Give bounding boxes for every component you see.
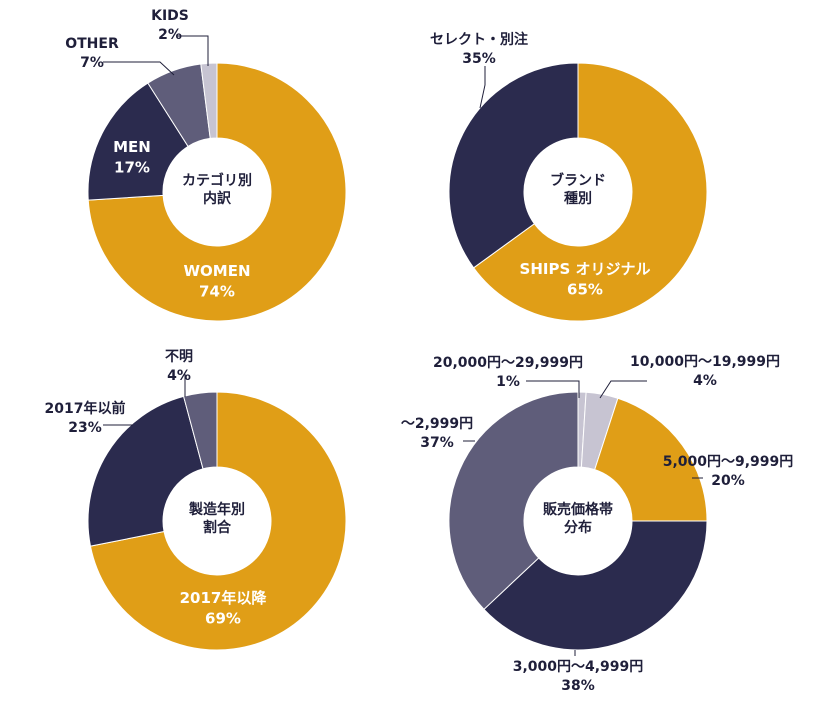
center-label-1-line-1: カテゴリ別	[182, 172, 252, 189]
slice-name-3-2: 2017年以前	[45, 400, 126, 417]
center-label-2-line-1: ブランド	[550, 172, 606, 189]
slice-name-1-1: WOMEN	[183, 262, 250, 280]
slice-value-3-3: 4%	[167, 368, 191, 384]
leader-line-4-5	[599, 380, 647, 399]
leader-line-2-2	[479, 66, 486, 109]
center-label-4-line-2: 分布	[564, 519, 592, 536]
slice-value-2-1: 65%	[567, 280, 603, 298]
slice-value-2-2: 35%	[462, 51, 496, 67]
slice-name-2-1: SHIPS オリジナル	[520, 260, 651, 278]
slice-value-1-1: 74%	[199, 282, 235, 300]
donut-hole-3	[163, 467, 271, 575]
slice-name-2-2: セレクト・別注	[430, 31, 528, 48]
slice-name-4-2: 3,000円～4,999円	[513, 659, 644, 675]
slice-name-4-3: ～2,999円	[401, 416, 473, 432]
center-label-3-line-2: 割合	[203, 519, 232, 536]
center-label-2-line-2: 種別	[564, 190, 592, 207]
slice-name-4-4: 20,000円～29,999円	[433, 355, 583, 371]
slice-name-4-5: 10,000円～19,999円	[630, 354, 780, 370]
slice-name-3-1: 2017年以降	[180, 589, 268, 607]
slice-value-4-5: 4%	[693, 373, 717, 389]
leader-line-1-4	[176, 35, 209, 66]
slice-value-1-3: 7%	[80, 55, 104, 71]
slice-value-1-4: 2%	[158, 27, 182, 43]
slice-name-3-3: 不明	[165, 349, 193, 365]
slice-name-1-4: KIDS	[151, 8, 189, 24]
slice-name-1-3: OTHER	[65, 36, 119, 52]
center-label-4-line-1: 販売価格帯	[543, 501, 613, 518]
donut-hole-1	[163, 138, 271, 246]
slice-value-4-2: 38%	[561, 678, 595, 694]
slice-value-3-1: 69%	[205, 609, 241, 627]
center-label-3-line-1: 製造年別	[188, 501, 245, 518]
slice-value-4-3: 37%	[420, 435, 454, 451]
leader-line-1-3	[103, 61, 175, 76]
leader-line-4-4	[526, 380, 580, 398]
donut-hole-4	[524, 467, 632, 575]
donut-hole-2	[524, 138, 632, 246]
center-label-1-line-2: 内訳	[203, 190, 232, 207]
slice-name-1-2: MEN	[113, 138, 151, 156]
slice-value-1-2: 17%	[114, 158, 150, 176]
slice-value-3-2: 23%	[68, 420, 102, 436]
slice-value-4-1: 20%	[711, 473, 745, 489]
slice-name-4-1: 5,000円～9,999円	[663, 454, 794, 470]
slice-3-1	[89, 391, 347, 651]
slice-value-4-4: 1%	[496, 374, 520, 390]
